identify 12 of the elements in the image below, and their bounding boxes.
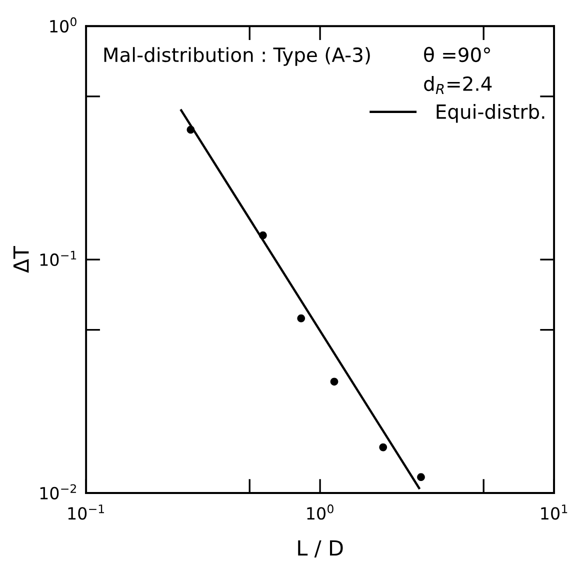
annotation: d$_{R}$=2.4	[424, 76, 492, 94]
x-axis-title: L / D	[298, 540, 343, 558]
legend-label: Equi-distrb.	[436, 104, 544, 123]
y-axis-title: ΔT	[13, 246, 29, 273]
y-tick-label: 10$^{0}$	[50, 17, 76, 33]
annotation: θ =90°	[424, 46, 490, 62]
x-tick-label: 10$^{−1}$	[68, 504, 104, 520]
y-tick-label: 10$^{−2}$	[40, 484, 76, 500]
annotation: Mal-distribution : Type (A-3)	[104, 47, 370, 66]
y-tick-label: 10$^{−1}$	[40, 250, 76, 266]
x-tick-label: 10$^{1}$	[541, 504, 568, 520]
x-tick-label: 10$^{0}$	[307, 504, 334, 520]
